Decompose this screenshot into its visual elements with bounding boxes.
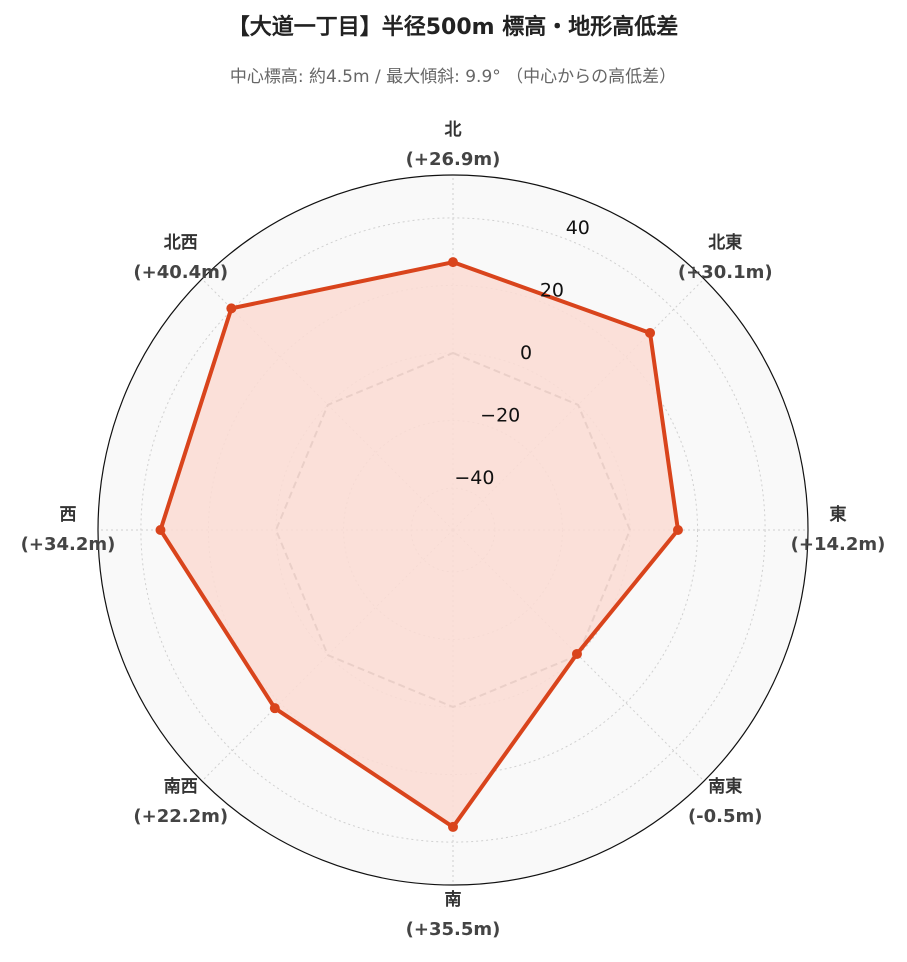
spoke bbox=[201, 529, 454, 782]
value-label: (+22.2m) bbox=[133, 806, 228, 827]
point bbox=[448, 257, 458, 268]
spoke bbox=[452, 278, 705, 531]
value-label: (+40.4m) bbox=[133, 262, 228, 283]
value-label: (+14.2m) bbox=[791, 534, 886, 555]
spoke bbox=[452, 529, 705, 782]
value-label: (+30.1m) bbox=[678, 262, 773, 283]
category-label: 北東 bbox=[708, 232, 742, 253]
value-label: (+34.2m) bbox=[21, 534, 116, 555]
point bbox=[155, 525, 166, 535]
grid-circle bbox=[140, 217, 766, 843]
point bbox=[645, 327, 656, 338]
point bbox=[269, 703, 280, 714]
chart-subtitle: 中心標高: 約4.5m / 最大傾斜: 9.9° （中心からの高低差） bbox=[230, 67, 676, 87]
point bbox=[571, 648, 582, 659]
y-tick-label: 20 bbox=[540, 280, 564, 302]
y-tick-label: −40 bbox=[454, 467, 494, 489]
category-label: 南東 bbox=[708, 776, 742, 797]
category-label: 西 bbox=[60, 505, 77, 525]
point bbox=[448, 821, 458, 832]
point bbox=[226, 303, 237, 314]
value-label: (+35.5m) bbox=[406, 919, 501, 940]
category-label: 南 bbox=[445, 889, 462, 910]
category-label: 東 bbox=[830, 504, 847, 525]
category-label: 北 bbox=[445, 120, 462, 140]
value-label: (+26.9m) bbox=[406, 149, 501, 170]
y-tick-label: 40 bbox=[566, 217, 590, 239]
value-label: (-0.5m) bbox=[688, 806, 763, 827]
chart-title: 【大道一丁目】半径500m 標高・地形高低差 bbox=[228, 14, 679, 40]
y-tick-label: −20 bbox=[480, 404, 520, 426]
point bbox=[672, 525, 683, 535]
category-label: 南西 bbox=[164, 776, 198, 797]
category-label: 北西 bbox=[164, 233, 198, 253]
plot-border bbox=[97, 174, 809, 886]
y-tick-label: 0 bbox=[520, 342, 532, 364]
